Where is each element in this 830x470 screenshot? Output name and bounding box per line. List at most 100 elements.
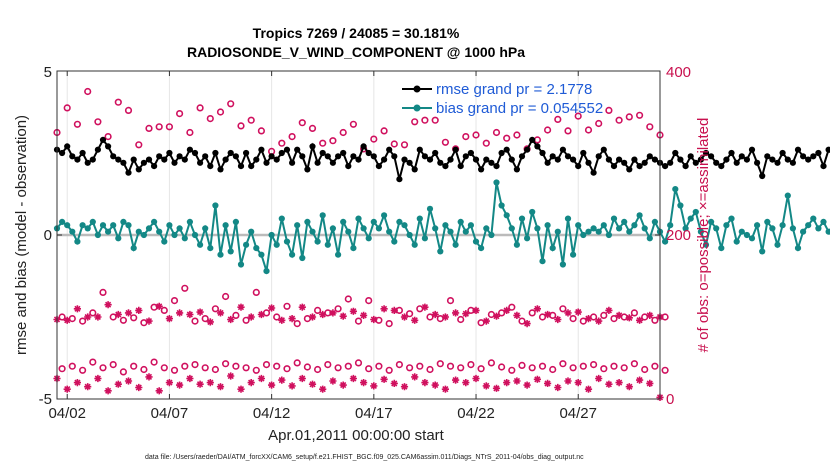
obs-assimilated-marker	[492, 312, 501, 320]
rmse-point	[299, 153, 306, 160]
rmse-point	[534, 143, 541, 150]
bias-point	[748, 235, 756, 242]
obs-assimilated-marker	[544, 310, 552, 319]
rmse-point	[243, 149, 250, 157]
obs-possible-marker	[365, 365, 373, 373]
bias-point	[779, 222, 786, 229]
rmse-point	[171, 159, 178, 166]
obs-assimilated-marker	[155, 302, 163, 310]
rmse-point	[672, 149, 679, 157]
obs-possible-marker	[252, 288, 260, 297]
obs-possible-marker	[176, 109, 184, 118]
obs-possible-marker	[334, 364, 342, 372]
obs-possible-marker	[385, 366, 393, 374]
bias-point	[764, 218, 771, 225]
obs-possible-marker	[600, 365, 608, 373]
obs-assimilated-marker	[84, 313, 92, 321]
obs-assimilated-marker	[421, 303, 429, 311]
obs-assimilated-marker	[227, 315, 235, 324]
obs-assimilated-marker	[636, 316, 644, 324]
obs-possible-marker	[99, 364, 107, 372]
x-tick-label: 04/27	[559, 405, 597, 422]
rmse-point	[283, 146, 291, 153]
rmse-point	[304, 166, 311, 173]
obs-assimilated-marker	[104, 387, 112, 395]
obs-possible-marker	[477, 365, 485, 373]
obs-possible-marker	[625, 113, 633, 121]
rmse-point	[105, 143, 112, 150]
rmse-point	[232, 153, 239, 160]
bias-point	[171, 231, 178, 239]
y-left-tick-label: -5	[39, 391, 52, 408]
bias-point	[110, 222, 117, 229]
obs-possible-marker	[89, 358, 97, 366]
bias-point	[493, 179, 500, 186]
rmse-point	[268, 153, 275, 160]
y-right-tick-label: 200	[666, 227, 691, 244]
rmse-point	[59, 149, 66, 157]
bias-point	[498, 202, 505, 209]
rmse-point	[437, 159, 444, 166]
rmse-point	[135, 166, 142, 173]
rmse-point	[84, 159, 91, 166]
obs-assimilated-marker	[390, 306, 398, 314]
obs-possible-marker	[564, 127, 572, 135]
x-axis-label: Apr.01,2011 00:00:00 start	[268, 427, 445, 444]
obs-assimilated-marker	[370, 315, 378, 324]
bias-point	[820, 218, 827, 225]
rmse-point	[365, 149, 372, 157]
y-left-tick-label: 0	[44, 227, 52, 244]
bias-point	[687, 215, 694, 222]
obs-possible-marker	[651, 316, 659, 324]
rmse-point	[600, 146, 607, 153]
bias-point	[754, 222, 761, 229]
bias-point	[472, 238, 480, 245]
bias-point	[115, 235, 122, 242]
obs-possible-marker	[584, 126, 593, 134]
rmse-point	[421, 153, 428, 160]
bias-point	[590, 225, 597, 232]
bias-point	[575, 222, 582, 229]
obs-assimilated-marker	[216, 383, 225, 391]
bias-point	[488, 231, 495, 239]
obs-assimilated-marker	[421, 379, 429, 387]
obs-assimilated-marker	[554, 383, 562, 392]
obs-assimilated-marker	[104, 301, 112, 309]
obs-assimilated-marker	[452, 309, 460, 317]
bias-point	[105, 228, 112, 235]
bias-point	[447, 228, 454, 235]
rmse-point	[738, 153, 745, 160]
bias-point	[375, 225, 382, 232]
bias-point	[258, 251, 265, 258]
obs-assimilated-marker	[94, 313, 102, 321]
rmse-point	[248, 163, 255, 170]
bias-point	[718, 245, 725, 252]
obs-possible-marker	[58, 365, 66, 373]
bias-point	[69, 228, 76, 235]
obs-assimilated-marker	[84, 383, 92, 391]
obs-possible-marker	[242, 364, 250, 372]
bias-point	[774, 241, 781, 248]
bias-point	[263, 268, 270, 275]
obs-assimilated-marker	[523, 320, 531, 328]
bias-point	[733, 238, 740, 245]
obs-possible-marker	[84, 87, 92, 96]
rmse-point	[646, 153, 653, 160]
rmse-point	[662, 163, 669, 170]
rmse-point	[513, 166, 521, 173]
obs-possible-marker	[446, 297, 455, 305]
obs-possible-marker	[513, 131, 521, 139]
bias-point	[64, 222, 71, 229]
obs-assimilated-marker	[308, 313, 317, 321]
rmse-point	[447, 156, 454, 163]
y-left-axis-label: rmse and bias (model - observation)	[13, 115, 30, 355]
bias-point	[99, 222, 107, 229]
rmse-point	[595, 153, 602, 160]
bias-point	[386, 228, 393, 235]
rmse-point	[472, 156, 480, 163]
bias-point	[723, 222, 730, 229]
obs-possible-marker	[170, 366, 179, 374]
rmse-point	[713, 159, 720, 166]
chart-subtitle: RADIOSONDE_V_WIND_COMPONENT @ 1000 hPa	[187, 44, 525, 60]
bias-point	[631, 222, 638, 229]
